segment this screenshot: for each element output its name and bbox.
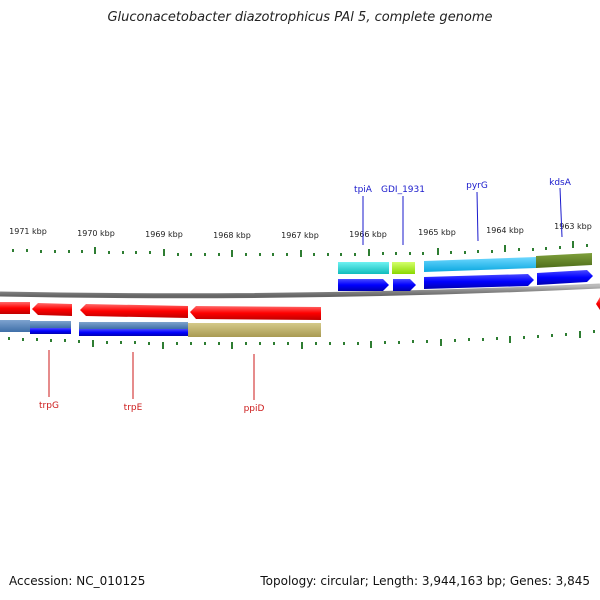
tick-label: 1968 kbp (213, 231, 251, 240)
gene-label-trpG[interactable]: trpG (39, 401, 59, 411)
upper-tick-row (12, 241, 588, 257)
feature-bar-tpiA (338, 262, 389, 274)
leader-line-pyrG (476, 191, 479, 242)
gene-arrow-reverse (0, 302, 30, 314)
tick-label: 1963 kbp (554, 222, 592, 231)
gene-arrow-forward (338, 279, 389, 291)
tick-label: 1971 kbp (9, 227, 47, 236)
genome-backbone (0, 283, 600, 299)
feature-bar-gdi1931 (392, 262, 415, 274)
gene-label-tpiA[interactable]: tpiA (354, 185, 373, 195)
feature-bar-ppiD (188, 323, 321, 337)
gene-label-gdi1931[interactable]: GDI_1931 (381, 185, 425, 195)
feature-bar-trpE (79, 322, 188, 329)
accession-label: Accession: NC_010125 (9, 574, 146, 588)
tick-label: 1967 kbp (281, 231, 319, 240)
tick-label: 1964 kbp (486, 226, 524, 235)
map-title: Gluconacetobacter diazotrophicus PAl 5, … (107, 10, 493, 25)
feature-bar-trpG (30, 321, 71, 328)
gene-arrow-forward (537, 270, 593, 285)
gene-label-kdsA[interactable]: kdsA (549, 178, 572, 188)
gene-arrow-forward (393, 279, 416, 291)
feature-bar-pyrG (424, 257, 536, 272)
gene-arrow-reverse (80, 304, 188, 318)
tick-label: 1965 kbp (418, 228, 456, 237)
tick-label: 1970 kbp (77, 229, 115, 238)
lower-tick-row (8, 330, 595, 349)
gene-label-trpE[interactable]: trpE (124, 403, 143, 413)
feature-bar-kdsA (536, 253, 592, 268)
gene-arrow-forward (424, 274, 534, 289)
gene-arrow-reverse (190, 306, 321, 320)
gene-label-ppiD[interactable]: ppiD (244, 404, 265, 414)
topology-label: Topology: circular; Length: 3,944,163 bp… (260, 574, 590, 588)
gene-arrow-reverse (32, 303, 72, 316)
feature-bar-reverse (0, 320, 30, 332)
gene-arrow-reverse (596, 297, 600, 310)
tick-label: 1966 kbp (349, 230, 387, 239)
feature-bar-trpE-cds (79, 329, 188, 336)
tick-label: 1969 kbp (145, 230, 183, 239)
gene-label-pyrG[interactable]: pyrG (466, 181, 488, 191)
feature-bar-trpG-cds (30, 328, 71, 334)
leader-line-kdsA (559, 187, 563, 238)
